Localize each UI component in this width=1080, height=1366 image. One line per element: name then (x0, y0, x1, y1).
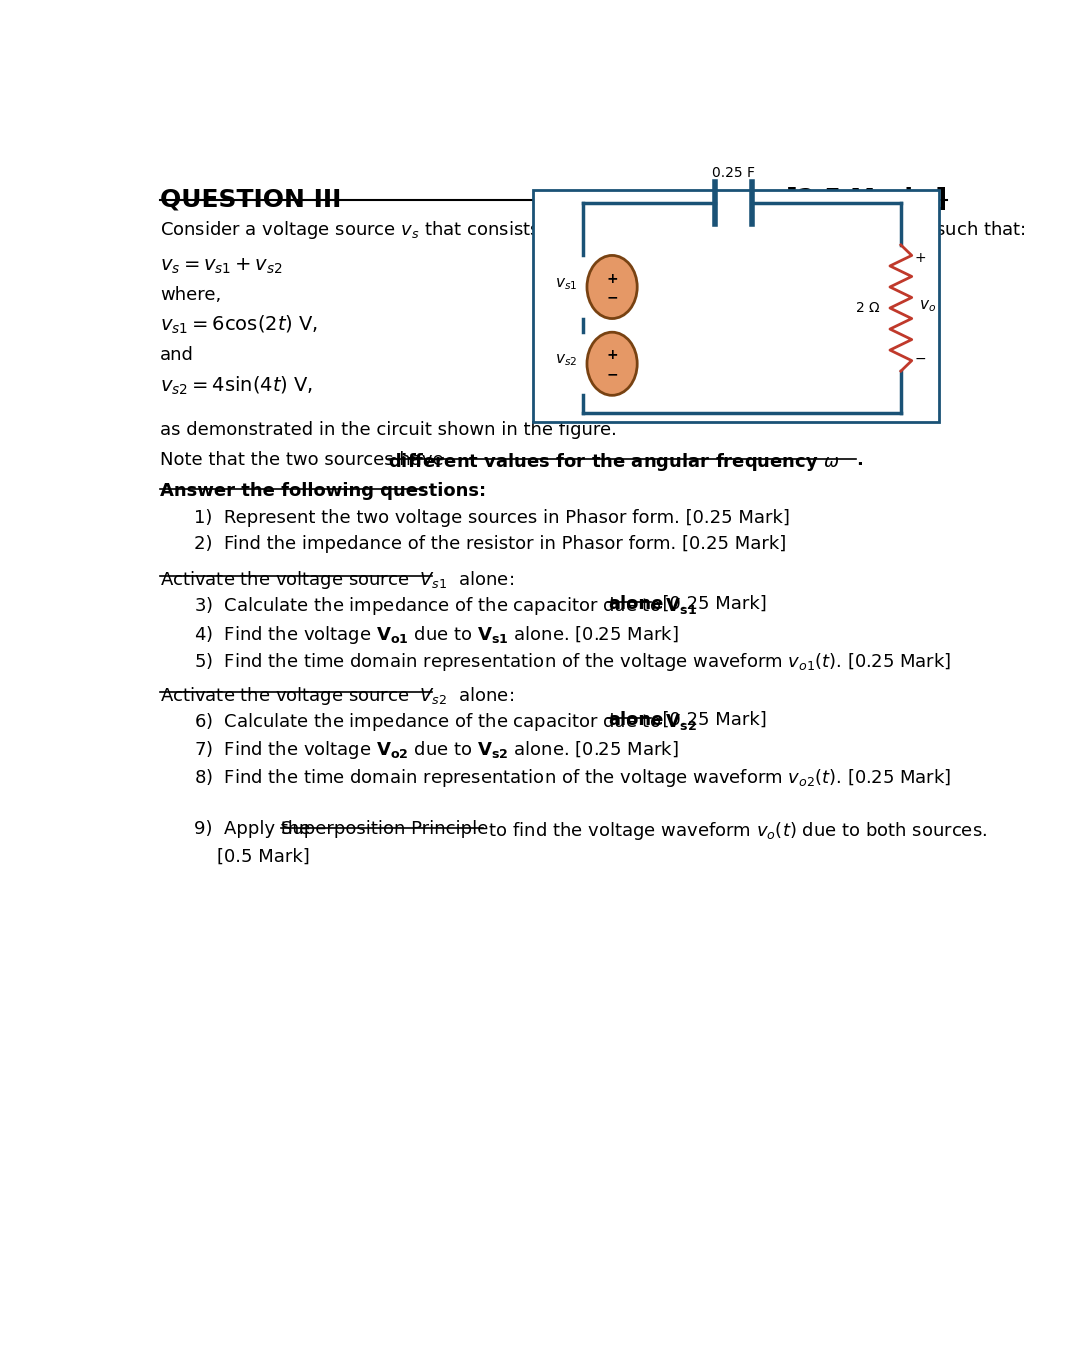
Text: alone: alone (608, 596, 663, 613)
Text: 1)  Represent the two voltage sources in Phasor form. [0.25 Mark]: 1) Represent the two voltage sources in … (193, 510, 789, 527)
Text: alone: alone (608, 710, 663, 729)
Text: . [0.25 Mark]: . [0.25 Mark] (650, 710, 767, 729)
Text: $v_{s1} = 6\cos(2t)$ V,: $v_{s1} = 6\cos(2t)$ V, (160, 313, 319, 336)
Text: . [0.25 Mark]: . [0.25 Mark] (650, 596, 767, 613)
Text: different values for the angular frequency $\omega$: different values for the angular frequen… (388, 451, 839, 473)
Text: −: − (606, 291, 618, 305)
Text: $v_{s1}$: $v_{s1}$ (555, 276, 577, 292)
Text: Superposition Principle: Superposition Principle (282, 820, 489, 839)
Text: +: + (915, 250, 926, 265)
Text: 2 $\Omega$: 2 $\Omega$ (854, 301, 880, 316)
Text: 3)  Calculate the impedance of the capacitor due to $\mathbf{V_{s1}}$: 3) Calculate the impedance of the capaci… (193, 596, 699, 617)
Text: +: + (606, 348, 618, 362)
Text: to find the voltage waveform $v_o(t)$ due to both sources.: to find the voltage waveform $v_o(t)$ du… (483, 820, 987, 843)
Text: +: + (606, 272, 618, 285)
Text: Consider a voltage source $v_s$ that consists of two voltage sources connected i: Consider a voltage source $v_s$ that con… (160, 219, 1026, 240)
Text: Activate the voltage source  $V_{s1}$  alone:: Activate the voltage source $V_{s1}$ alo… (160, 568, 514, 591)
Text: .: . (856, 451, 863, 469)
Bar (532, 190, 939, 422)
Text: QUESTION III: QUESTION III (160, 187, 341, 212)
Text: where,: where, (160, 285, 221, 303)
Text: [2.5 Marks]: [2.5 Marks] (786, 187, 947, 212)
Text: −: − (915, 351, 926, 366)
Text: 4)  Find the voltage $\mathbf{V_{o1}}$ due to $\mathbf{V_{s1}}$ alone. [0.25 Mar: 4) Find the voltage $\mathbf{V_{o1}}$ du… (193, 623, 678, 646)
Circle shape (588, 255, 637, 318)
Text: and: and (160, 346, 194, 363)
Text: $v_o$: $v_o$ (919, 298, 936, 314)
Text: $v_s = v_{s1} + v_{s2}$: $v_s = v_{s1} + v_{s2}$ (160, 257, 283, 276)
Text: Note that the two sources have: Note that the two sources have (160, 451, 449, 469)
Text: Answer the following questions:: Answer the following questions: (160, 482, 486, 500)
Text: 0.25 F: 0.25 F (712, 165, 755, 180)
Text: 8)  Find the time domain representation of the voltage waveform $v_{o2}(t)$. [0.: 8) Find the time domain representation o… (193, 766, 950, 788)
Circle shape (588, 332, 637, 395)
Text: −: − (606, 367, 618, 381)
Text: 9)  Apply the: 9) Apply the (193, 820, 315, 839)
Text: $v_{s2} = 4\sin(4t)$ V,: $v_{s2} = 4\sin(4t)$ V, (160, 374, 313, 396)
Text: Activate the voltage source  $V_{s2}$  alone:: Activate the voltage source $V_{s2}$ alo… (160, 684, 514, 706)
Text: 5)  Find the time domain representation of the voltage waveform $v_{o1}(t)$. [0.: 5) Find the time domain representation o… (193, 652, 950, 673)
Text: $v_{s2}$: $v_{s2}$ (555, 352, 577, 369)
Text: 2)  Find the impedance of the resistor in Phasor form. [0.25 Mark]: 2) Find the impedance of the resistor in… (193, 535, 786, 553)
Text: 6)  Calculate the impedance of the capacitor due to $\mathbf{V_{s2}}$: 6) Calculate the impedance of the capaci… (193, 710, 699, 734)
Text: [0.5 Mark]: [0.5 Mark] (193, 847, 309, 866)
Text: as demonstrated in the circuit shown in the figure.: as demonstrated in the circuit shown in … (160, 421, 617, 438)
Text: 7)  Find the voltage $\mathbf{V_{o2}}$ due to $\mathbf{V_{s2}}$ alone. [0.25 Mar: 7) Find the voltage $\mathbf{V_{o2}}$ du… (193, 739, 678, 761)
